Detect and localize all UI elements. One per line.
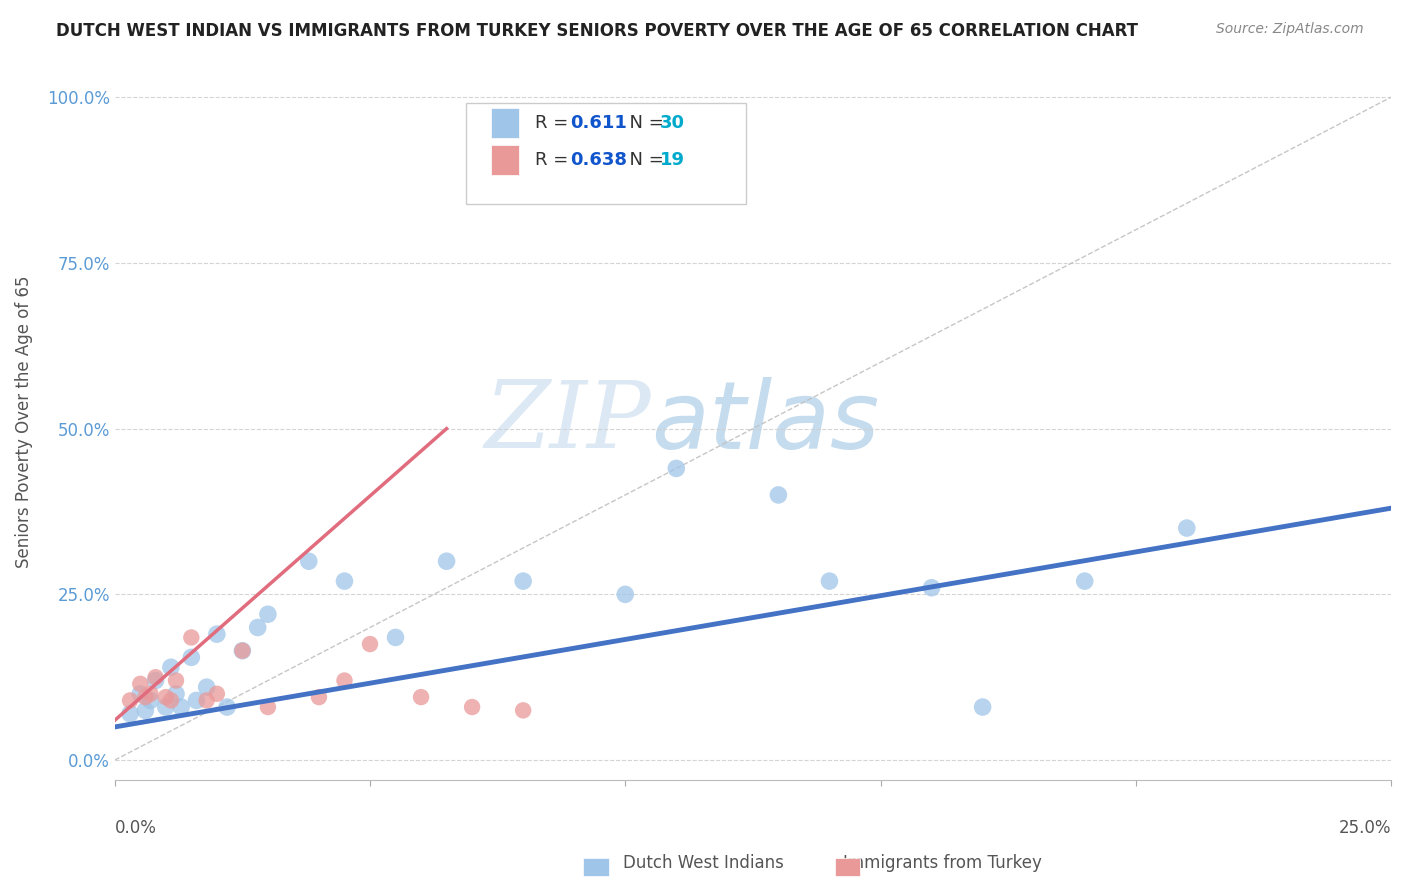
Point [409, 690, 432, 705]
Point [160, 693, 183, 707]
Text: N =: N = [617, 151, 669, 169]
FancyBboxPatch shape [491, 108, 519, 137]
Text: 30: 30 [659, 114, 685, 132]
Point [921, 581, 943, 595]
Point [665, 461, 688, 475]
Point [170, 700, 193, 714]
Point [333, 673, 356, 688]
Point [768, 488, 790, 502]
Point [134, 690, 156, 705]
Point [195, 693, 218, 707]
Point [165, 673, 187, 688]
Point [231, 643, 253, 657]
Point [231, 643, 253, 657]
Point [333, 574, 356, 588]
Point [461, 700, 484, 714]
Point [1175, 521, 1198, 535]
Point [195, 680, 218, 694]
Point [155, 690, 177, 705]
Point [160, 660, 183, 674]
Point [120, 693, 142, 707]
Text: atlas: atlas [651, 376, 879, 467]
Point [165, 687, 187, 701]
Text: 19: 19 [659, 151, 685, 169]
Point [308, 690, 330, 705]
Point [512, 703, 534, 717]
Point [180, 631, 202, 645]
Point [436, 554, 458, 568]
Text: Source: ZipAtlas.com: Source: ZipAtlas.com [1216, 22, 1364, 37]
Text: 25.0%: 25.0% [1339, 819, 1391, 837]
Point [139, 687, 162, 701]
Text: N =: N = [617, 114, 669, 132]
Point [186, 693, 208, 707]
Text: 0.0%: 0.0% [115, 819, 156, 837]
Point [145, 670, 167, 684]
Point [129, 677, 152, 691]
Text: R =: R = [534, 114, 574, 132]
Point [512, 574, 534, 588]
Point [129, 687, 152, 701]
Point [818, 574, 841, 588]
Point [205, 627, 228, 641]
Text: R =: R = [534, 151, 574, 169]
Text: 0.611: 0.611 [571, 114, 627, 132]
FancyBboxPatch shape [465, 103, 747, 203]
Point [257, 700, 280, 714]
Point [155, 700, 177, 714]
FancyBboxPatch shape [491, 145, 519, 175]
Point [180, 650, 202, 665]
Point [246, 620, 269, 634]
Text: Immigrants from Turkey: Immigrants from Turkey [842, 855, 1042, 872]
Point [120, 706, 142, 721]
Text: Dutch West Indians: Dutch West Indians [623, 855, 783, 872]
Point [1073, 574, 1095, 588]
Point [145, 673, 167, 688]
Y-axis label: Seniors Poverty Over the Age of 65: Seniors Poverty Over the Age of 65 [15, 276, 32, 568]
Point [215, 700, 238, 714]
Text: ZIP: ZIP [484, 377, 651, 467]
Point [257, 607, 280, 622]
Point [139, 693, 162, 707]
Text: DUTCH WEST INDIAN VS IMMIGRANTS FROM TURKEY SENIORS POVERTY OVER THE AGE OF 65 C: DUTCH WEST INDIAN VS IMMIGRANTS FROM TUR… [56, 22, 1139, 40]
Point [384, 631, 406, 645]
Point [972, 700, 994, 714]
Point [614, 587, 637, 601]
Point [134, 703, 156, 717]
Point [298, 554, 321, 568]
Text: 0.638: 0.638 [571, 151, 627, 169]
Point [205, 687, 228, 701]
Point [359, 637, 381, 651]
